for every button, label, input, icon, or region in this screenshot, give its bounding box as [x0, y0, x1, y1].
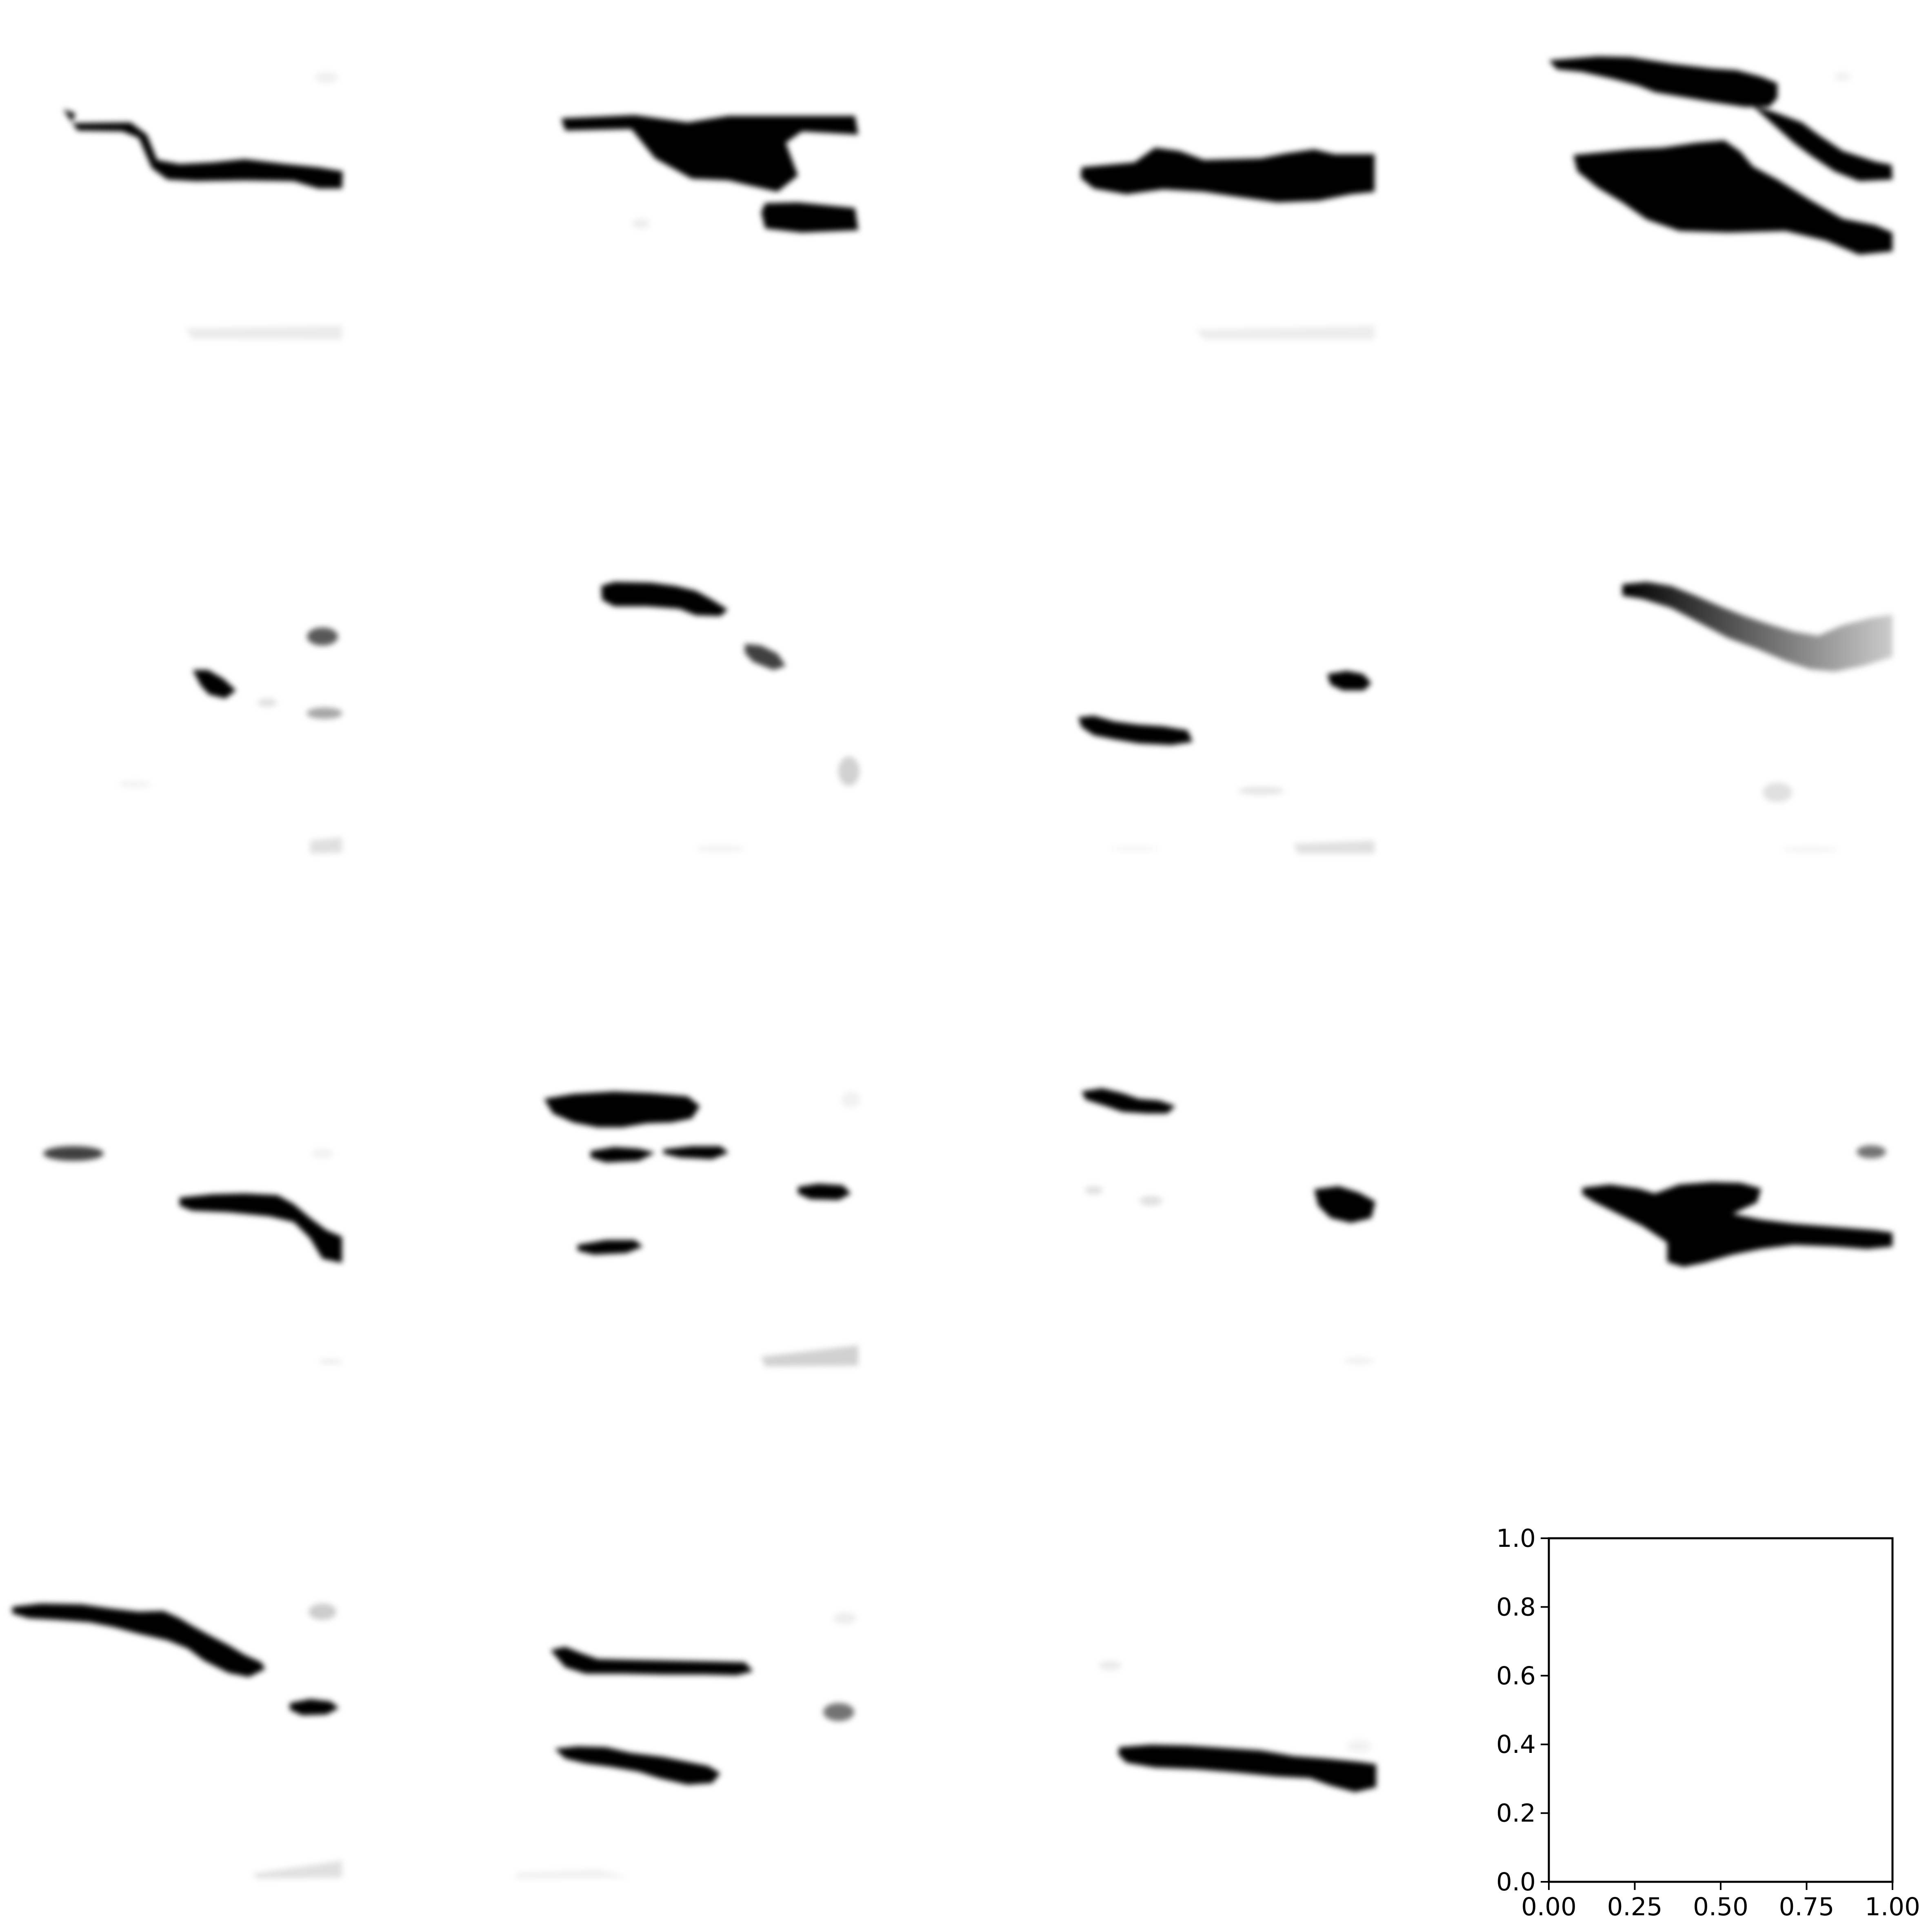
x-tick-label: 0.00	[1521, 1892, 1577, 1921]
panel-1	[63, 72, 343, 339]
panel-13	[12, 1604, 342, 1879]
panel-3	[1081, 148, 1375, 339]
x-tick-label: 0.25	[1607, 1892, 1663, 1921]
panel-7	[1078, 671, 1375, 854]
x-tick-label: 0.75	[1779, 1892, 1835, 1921]
panel-10	[544, 1091, 861, 1366]
y-tick-label: 0.2	[1496, 1799, 1536, 1828]
axes-frame	[1548, 1537, 1894, 1883]
x-tick-label: 0.50	[1693, 1892, 1748, 1921]
panel-4	[1549, 56, 1892, 255]
panel-8	[1622, 582, 1892, 852]
y-tick-label: 1.0	[1496, 1524, 1536, 1553]
panel-5	[118, 628, 342, 854]
y-tick-label: 0.6	[1496, 1661, 1536, 1690]
panel-12	[1582, 1145, 1892, 1267]
panel-15	[1099, 1661, 1376, 1792]
panel-11	[1082, 1088, 1375, 1364]
y-tick-label: 0.0	[1496, 1868, 1536, 1897]
panel-9	[43, 1146, 343, 1364]
y-tick-label: 0.8	[1496, 1593, 1536, 1621]
panel-2	[561, 115, 858, 233]
panel-14	[516, 1613, 856, 1879]
panel-6	[601, 582, 860, 852]
x-tick-label: 1.00	[1865, 1892, 1920, 1921]
axes-ticks: 0.00 0.25 0.50 0.75 1.00 0.0 0.2 0.4 0.6 0.8 1.0	[1496, 1524, 1920, 1921]
y-tick-label: 0.4	[1496, 1730, 1536, 1759]
panel-16-axes: 0.00 0.25 0.50 0.75 1.00 0.0 0.2 0.4 0.6 0.8 1.0	[1496, 1524, 1920, 1921]
